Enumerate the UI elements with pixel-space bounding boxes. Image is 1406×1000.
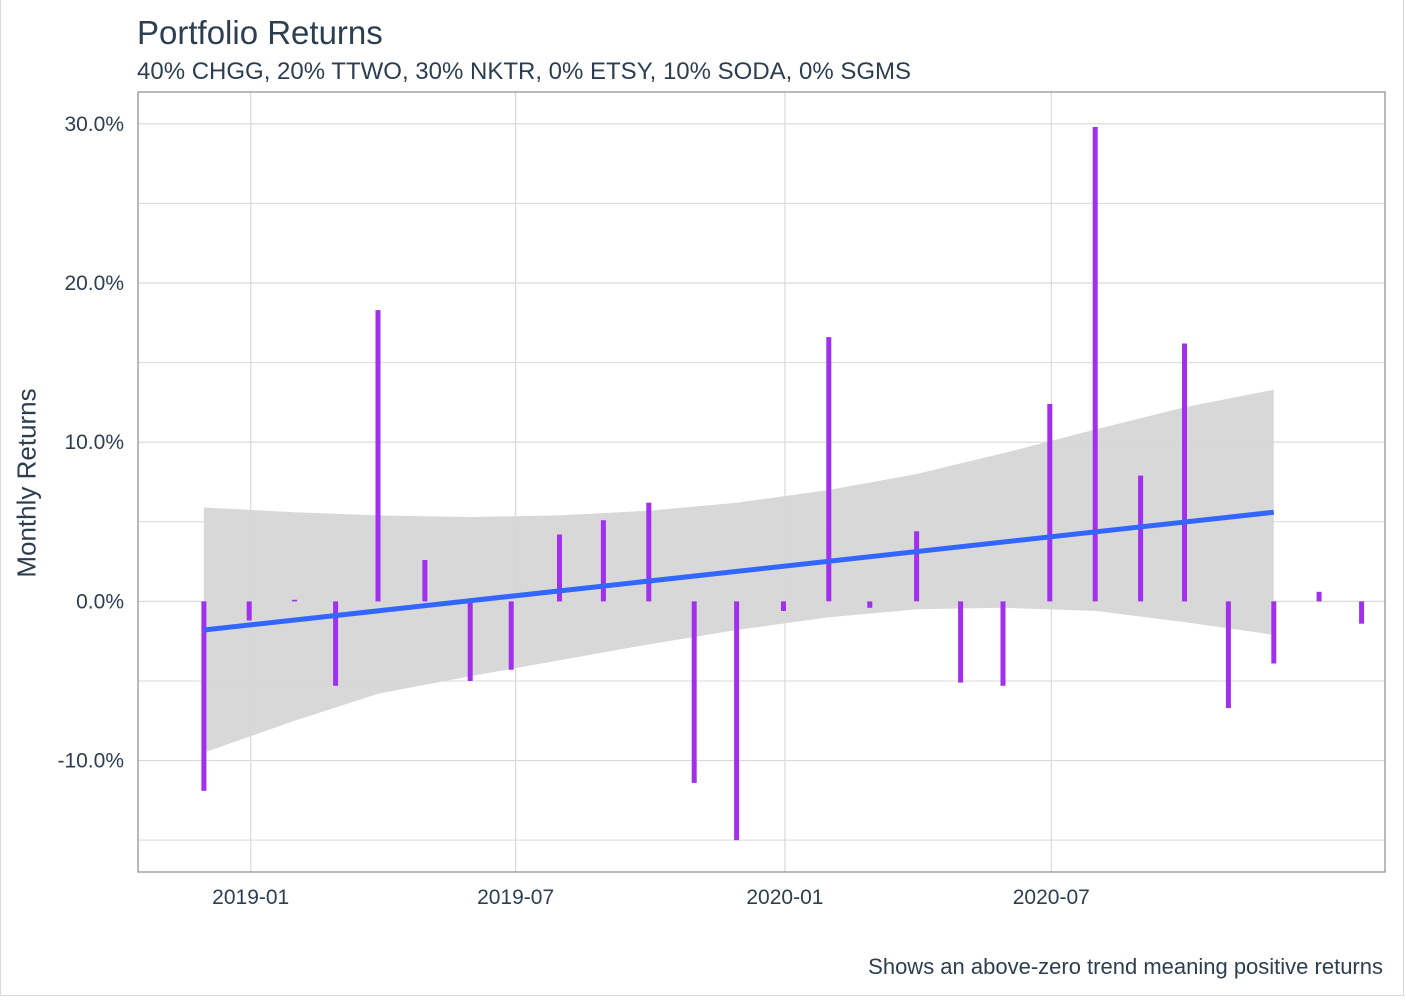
return-bar xyxy=(1271,601,1277,664)
return-bar xyxy=(600,520,606,602)
return-bar xyxy=(467,601,473,681)
return-bar xyxy=(1316,591,1322,602)
y-tick-label: 10.0% xyxy=(64,431,124,454)
chart-subtitle: 40% CHGG, 20% TTWO, 30% NKTR, 0% ETSY, 1… xyxy=(137,58,912,85)
return-bar xyxy=(914,531,920,602)
y-tick-label: 0.0% xyxy=(76,590,124,613)
return-bar xyxy=(201,601,207,791)
y-tick-label: -10.0% xyxy=(57,750,124,773)
trend-line xyxy=(203,509,1275,633)
return-bar xyxy=(557,534,562,602)
return-bar xyxy=(1182,343,1187,602)
return-bar xyxy=(691,601,697,783)
x-tick-label: 2020-01 xyxy=(746,886,823,909)
y-tick-label: 30.0% xyxy=(64,113,124,136)
y-tick-label: 20.0% xyxy=(64,272,124,295)
return-bar xyxy=(422,560,428,602)
return-bar xyxy=(375,310,381,602)
panel-border xyxy=(137,91,1386,873)
return-bar xyxy=(1138,475,1144,602)
return-bar xyxy=(1047,404,1053,602)
return-bar xyxy=(826,337,832,602)
x-tick-label: 2020-07 xyxy=(1013,886,1090,909)
return-bar xyxy=(1000,601,1006,686)
return-bar xyxy=(958,601,964,683)
chart-title: Portfolio Returns xyxy=(137,14,383,51)
return-bar xyxy=(1225,601,1231,709)
x-tick-label: 2019-01 xyxy=(212,886,289,909)
return-bar xyxy=(646,502,652,602)
return-bar xyxy=(246,601,252,621)
return-bar xyxy=(781,601,786,611)
return-bar xyxy=(508,601,514,670)
return-bar xyxy=(867,601,873,608)
x-tick-label: 2019-07 xyxy=(477,886,554,909)
return-bar xyxy=(1092,127,1098,602)
return-bar xyxy=(734,601,740,841)
return-bar xyxy=(333,601,339,686)
chart-caption: Shows an above-zero trend meaning positi… xyxy=(868,954,1383,979)
return-bar xyxy=(292,599,298,602)
return-bar xyxy=(1359,601,1365,624)
